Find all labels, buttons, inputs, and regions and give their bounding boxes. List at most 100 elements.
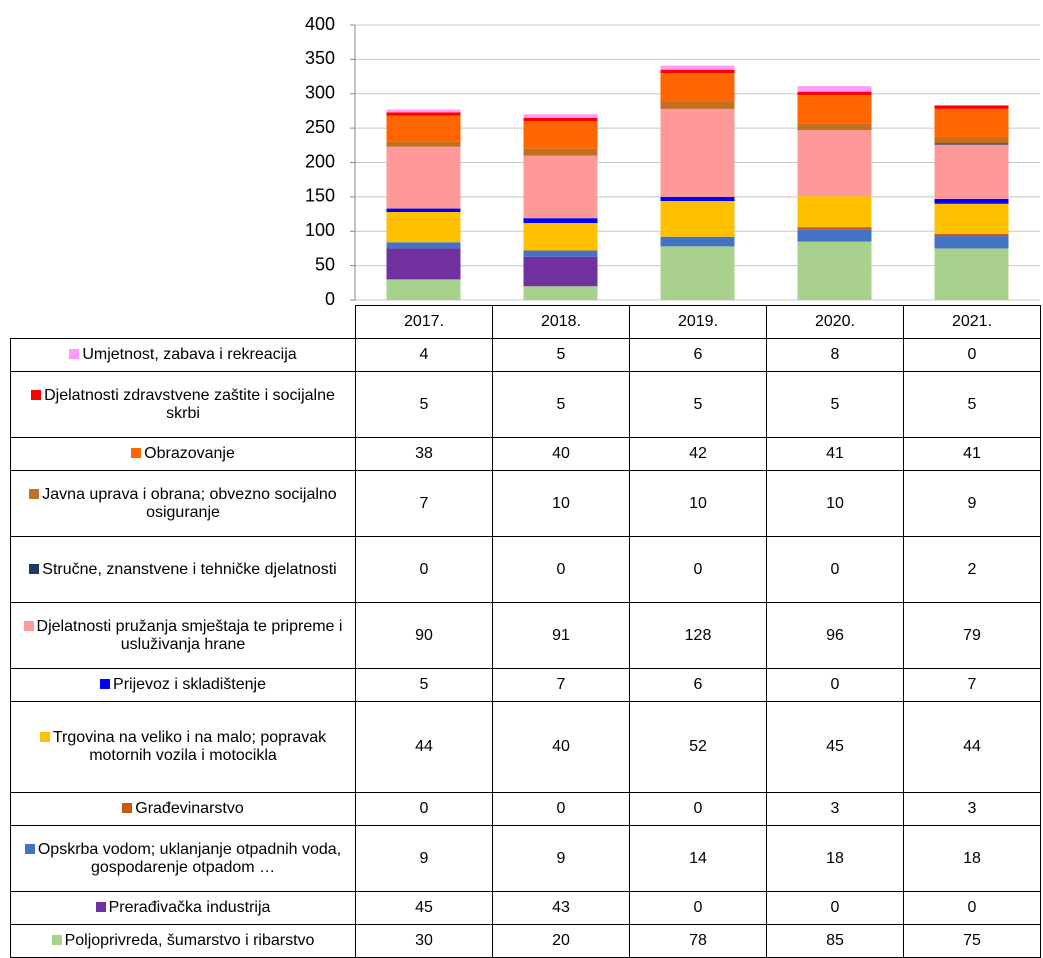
x-tick-label: 2018. [492,305,630,339]
value-cell: 20 [492,924,630,958]
value-cell: 44 [903,701,1041,793]
bar-segment [934,143,1009,145]
bar-segment [934,105,1009,109]
value-cell: 38 [355,437,493,471]
corner-cell [10,305,356,339]
bar-segment [523,286,598,300]
table-row: Umjetnost, zabava i rekreacija 4 5 6 8 0 [10,338,1041,372]
bar-segment [797,229,872,242]
legend-swatch [24,843,35,854]
bar-segment [523,218,598,223]
y-tick-label: 350 [305,48,335,68]
table-row: Stručne, znanstvene i tehničke djelatnos… [10,536,1041,603]
value-cell: 44 [355,701,493,793]
chart: 0 50 100 150 200 250 300 350 400 [305,14,1040,305]
bar-segment [797,130,872,197]
bar-segment [523,114,598,118]
value-cell: 6 [629,338,767,372]
bar-segment [386,109,461,113]
legend-swatch [23,620,34,631]
bar-segment [797,196,872,228]
value-cell: 45 [355,891,493,925]
value-cell: 5 [903,371,1041,438]
value-cell: 8 [766,338,904,372]
legend-cell: Građevinarstvo [10,792,356,826]
value-cell: 3 [903,792,1041,826]
bar-segment [386,115,461,142]
value-cell: 6 [629,668,767,702]
legend-cell: Obrazovanje [10,437,356,471]
header-row: 2017. 2018. 2019. 2020. 2021. [10,305,1041,339]
bar-segment [386,212,461,243]
legend-label: Opskrba vodom; uklanjanje otpadnih voda,… [37,840,342,876]
value-cell: 0 [492,536,630,603]
value-cell: 91 [492,602,630,669]
legend-label: Građevinarstvo [135,800,244,817]
bar-segment [797,227,872,230]
legend-cell: Umjetnost, zabava i rekreacija [10,338,356,372]
bar-segment [523,148,598,156]
legend-label: Prerađivačka industrija [108,899,271,916]
value-cell: 41 [903,437,1041,471]
value-cell: 0 [629,536,767,603]
y-tick-label: 150 [305,186,335,206]
bar-segment [934,248,1009,300]
bar-segment [797,123,872,131]
value-cell: 41 [766,437,904,471]
value-cell: 43 [492,891,630,925]
legend-label: Obrazovanje [144,445,235,462]
legend-swatch [29,563,40,574]
value-cell: 0 [355,792,493,826]
value-cell: 52 [629,701,767,793]
value-cell: 5 [629,371,767,438]
value-cell: 10 [766,470,904,537]
bar-segment [660,196,735,201]
value-cell: 7 [492,668,630,702]
y-tick-label: 300 [305,83,335,103]
bar-segment [660,102,735,109]
value-cell: 10 [629,470,767,537]
legend-cell: Opskrba vodom; uklanjanje otpadnih voda,… [10,825,356,892]
legend-cell: Prerađivačka industrija [10,891,356,925]
bar-segment [523,121,598,149]
legend-cell: Poljoprivreda, šumarstvo i ribarstvo [10,924,356,958]
bar-segment [386,141,461,147]
value-cell: 5 [492,338,630,372]
legend-label: Umjetnost, zabava i rekreacija [82,346,297,363]
bar-segment [386,279,461,300]
bar-segment [386,112,461,116]
bar-segment [797,241,872,300]
value-cell: 18 [766,825,904,892]
bar-segment [934,137,1009,144]
value-cell: 0 [629,891,767,925]
legend-cell: Djelatnosti zdravstvene zaštite i socija… [10,371,356,438]
value-cell: 4 [355,338,493,372]
legend-cell: Prijevoz i skladištenje [10,668,356,702]
legend-label: Stručne, znanstvene i tehničke djelatnos… [42,560,337,578]
legend-label: Djelatnosti pružanja smještaja te pripre… [36,617,343,653]
value-cell: 10 [492,470,630,537]
table-row: Prerađivačka industrija 45 43 0 0 0 [10,891,1041,925]
bar-segment [386,242,461,249]
value-cell: 40 [492,701,630,793]
value-cell: 5 [355,371,493,438]
legend-label: Trgovina na veliko i na malo; popravak m… [52,729,327,764]
bar-segment [797,91,872,96]
legend-swatch [131,448,142,458]
x-tick-label: 2017. [355,305,493,339]
bar-segment [934,108,1009,138]
legend-swatch [39,732,50,742]
value-cell: 0 [766,668,904,702]
legend-label: Prijevoz i skladištenje [113,676,266,693]
legend-swatch [31,389,42,400]
table-row: Obrazovanje 38 40 42 41 41 [10,437,1041,471]
table-row: Djelatnosti zdravstvene zaštite i socija… [10,371,1041,438]
value-cell: 45 [766,701,904,793]
bar-segment [386,208,461,212]
value-cell: 0 [903,891,1041,925]
value-cell: 3 [766,792,904,826]
y-tick-label: 0 [325,289,335,305]
legend-label: Djelatnosti zdravstvene zaštite i socija… [44,386,335,422]
value-cell: 0 [766,536,904,603]
y-tick-label: 200 [305,151,335,171]
